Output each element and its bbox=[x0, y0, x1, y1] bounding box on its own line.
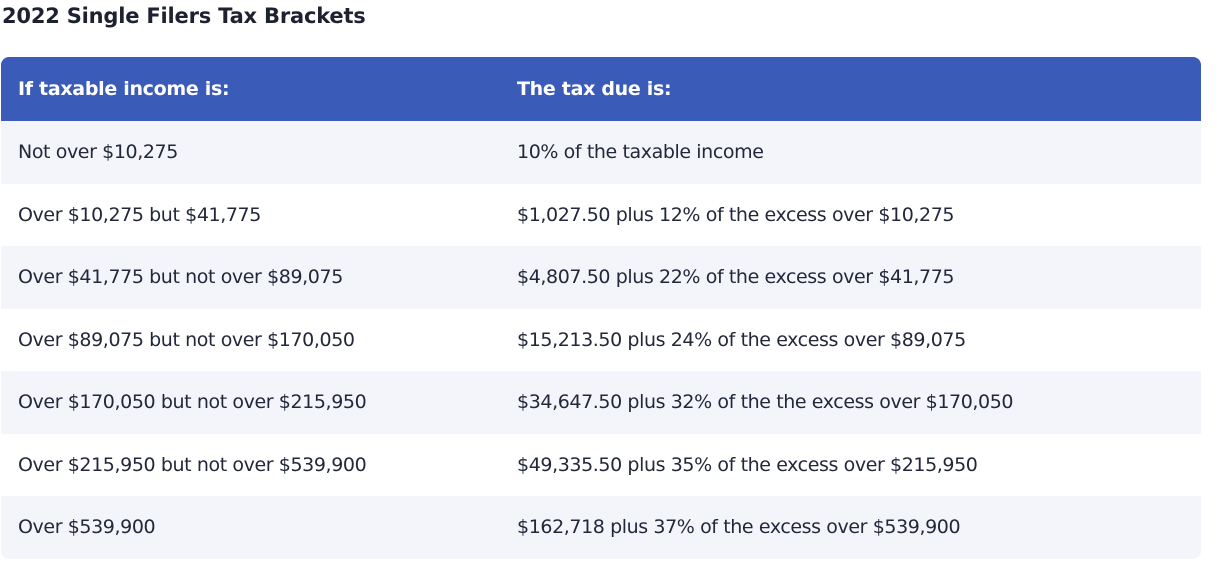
table-row: Over $539,900 $162,718 plus 37% of the e… bbox=[1, 496, 1201, 559]
table-row: Over $41,775 but not over $89,075 $4,807… bbox=[1, 246, 1201, 309]
table-row: Not over $10,275 10% of the taxable inco… bbox=[1, 121, 1201, 184]
tax-due-cell: $162,718 plus 37% of the excess over $53… bbox=[517, 516, 961, 539]
income-cell: Over $10,275 but $41,775 bbox=[18, 203, 261, 226]
table-row: Over $89,075 but not over $170,050 $15,2… bbox=[1, 308, 1201, 371]
tax-due-cell: $4,807.50 plus 22% of the excess over $4… bbox=[517, 266, 955, 289]
table-header-row: If taxable income is: The tax due is: bbox=[1, 57, 1201, 121]
tax-brackets-table: If taxable income is: The tax due is: No… bbox=[1, 57, 1201, 559]
tax-due-cell: $15,213.50 plus 24% of the excess over $… bbox=[517, 328, 966, 351]
tax-due-cell: $34,647.50 plus 32% of the the excess ov… bbox=[517, 391, 1014, 414]
column-header-tax-due: The tax due is: bbox=[517, 78, 672, 100]
income-cell: Over $41,775 but not over $89,075 bbox=[18, 266, 343, 289]
table-row: Over $10,275 but $41,775 $1,027.50 plus … bbox=[1, 183, 1201, 246]
income-cell: Over $170,050 but not over $215,950 bbox=[18, 391, 367, 414]
income-cell: Over $89,075 but not over $170,050 bbox=[18, 328, 355, 351]
tax-due-cell: $49,335.50 plus 35% of the excess over $… bbox=[517, 453, 978, 476]
income-cell: Not over $10,275 bbox=[18, 141, 178, 164]
income-cell: Over $539,900 bbox=[18, 516, 156, 539]
tax-table: If taxable income is: The tax due is: No… bbox=[1, 57, 1201, 559]
income-cell: Over $215,950 but not over $539,900 bbox=[18, 453, 367, 476]
table-row: Over $170,050 but not over $215,950 $34,… bbox=[1, 371, 1201, 434]
page-title: 2022 Single Filers Tax Brackets bbox=[2, 4, 366, 28]
tax-due-cell: 10% of the taxable income bbox=[517, 141, 764, 164]
column-header-income: If taxable income is: bbox=[18, 78, 230, 100]
table-row: Over $215,950 but not over $539,900 $49,… bbox=[1, 433, 1201, 496]
tax-due-cell: $1,027.50 plus 12% of the excess over $1… bbox=[517, 203, 955, 226]
